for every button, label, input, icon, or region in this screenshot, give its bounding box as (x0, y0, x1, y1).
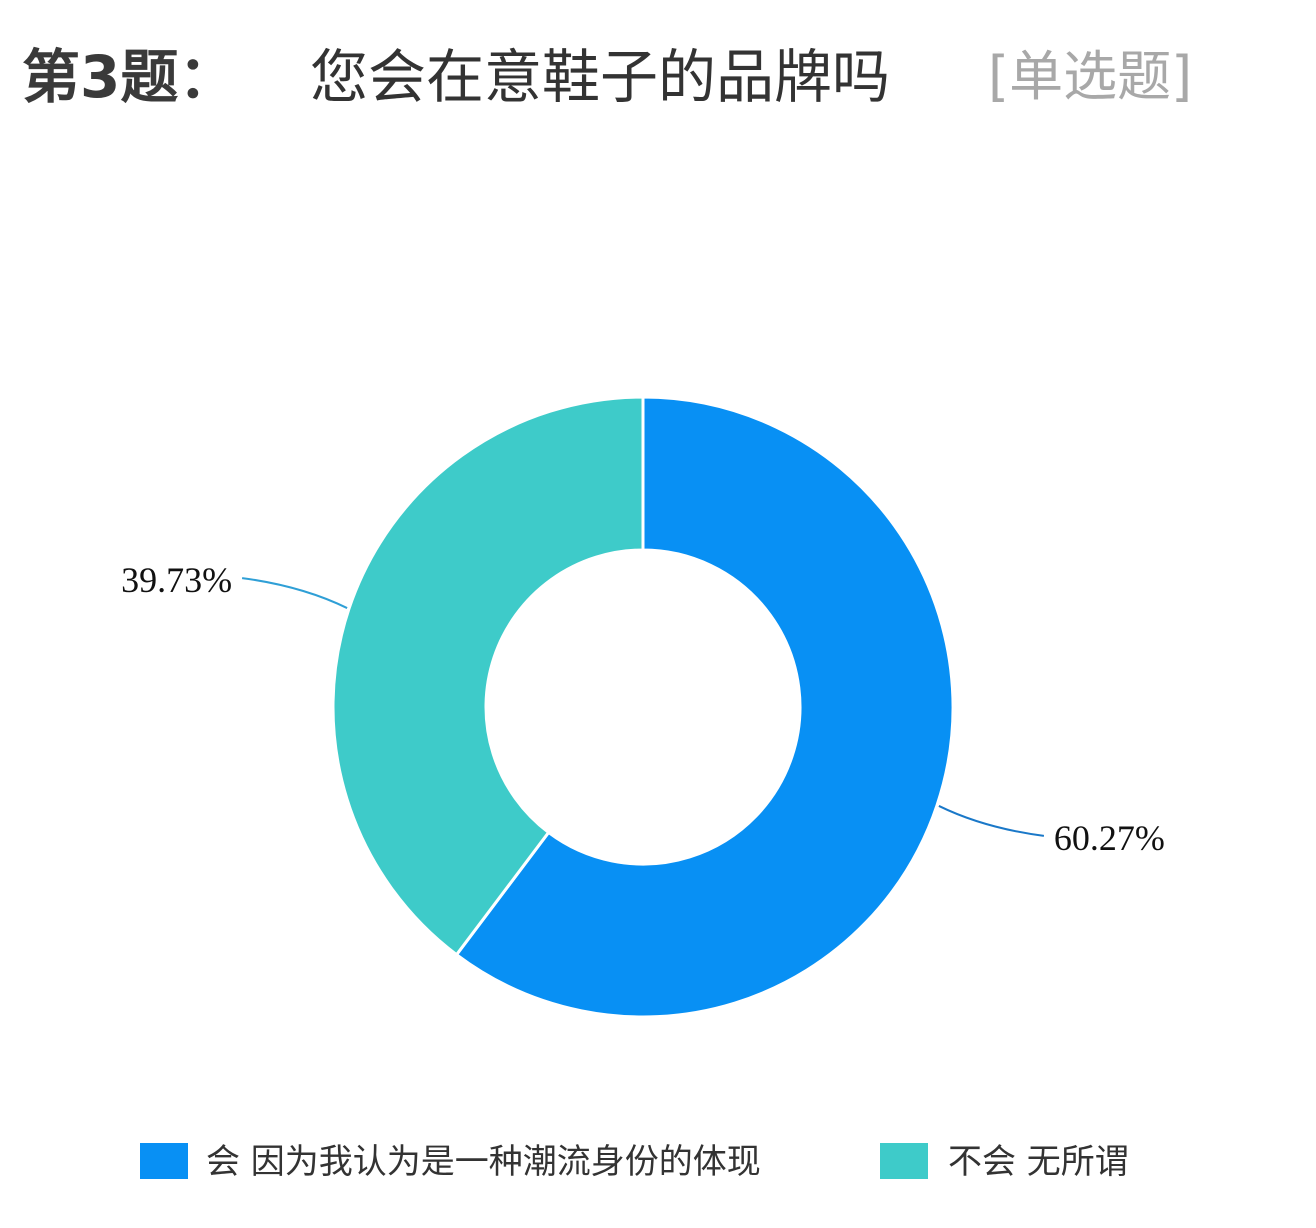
question-number: 第3题： (22, 43, 237, 111)
donut-slice-1 (331, 395, 645, 957)
donut-slice-0 (454, 395, 955, 1019)
leader-line-1 (241, 577, 348, 609)
data-label-1: 39.73% (121, 560, 232, 600)
legend-label-1: 不会 无所谓 (948, 1142, 1129, 1182)
question-header: 第3题： 您会在意鞋子的品牌吗 [单选题] (22, 30, 1302, 111)
leader-line-0 (938, 805, 1045, 837)
question-text: 您会在意鞋子的品牌吗 (310, 43, 891, 111)
data-label-0: 60.27% (1054, 818, 1165, 858)
question-type: [单选题] (988, 45, 1193, 108)
legend-swatch-1 (880, 1143, 928, 1179)
legend-swatch-0 (140, 1143, 188, 1179)
legend-label-0: 会 因为我认为是一种潮流身份的体现 (206, 1142, 761, 1182)
